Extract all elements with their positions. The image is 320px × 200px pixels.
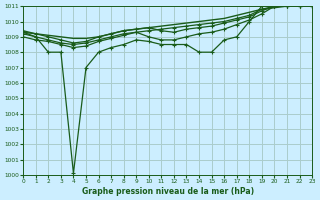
X-axis label: Graphe pression niveau de la mer (hPa): Graphe pression niveau de la mer (hPa): [82, 187, 254, 196]
